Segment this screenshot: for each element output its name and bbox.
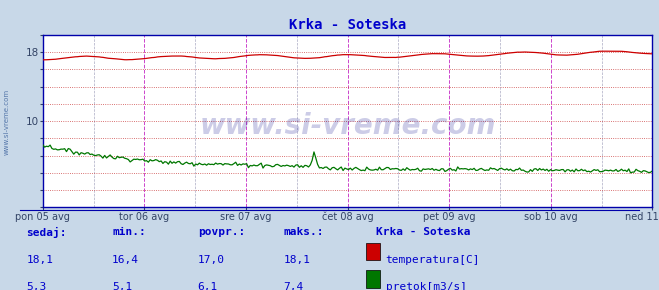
Text: Krka - Soteska: Krka - Soteska <box>376 227 470 237</box>
Text: 18,1: 18,1 <box>26 255 53 265</box>
Text: 16,4: 16,4 <box>112 255 139 265</box>
Text: maks.:: maks.: <box>283 227 324 237</box>
Text: 18,1: 18,1 <box>283 255 310 265</box>
Bar <box>366 243 380 260</box>
Text: sedaj:: sedaj: <box>26 227 67 238</box>
Text: temperatura[C]: temperatura[C] <box>386 255 480 265</box>
Text: 5,3: 5,3 <box>26 282 47 290</box>
Text: 5,1: 5,1 <box>112 282 132 290</box>
Title: Krka - Soteska: Krka - Soteska <box>289 18 406 32</box>
Text: povpr.:: povpr.: <box>198 227 245 237</box>
Bar <box>366 270 380 288</box>
Text: 7,4: 7,4 <box>283 282 304 290</box>
Text: 6,1: 6,1 <box>198 282 218 290</box>
Text: min.:: min.: <box>112 227 146 237</box>
Text: 17,0: 17,0 <box>198 255 225 265</box>
Text: www.si-vreme.com: www.si-vreme.com <box>3 89 10 155</box>
Text: pretok[m3/s]: pretok[m3/s] <box>386 282 467 290</box>
Text: www.si-vreme.com: www.si-vreme.com <box>200 112 496 140</box>
